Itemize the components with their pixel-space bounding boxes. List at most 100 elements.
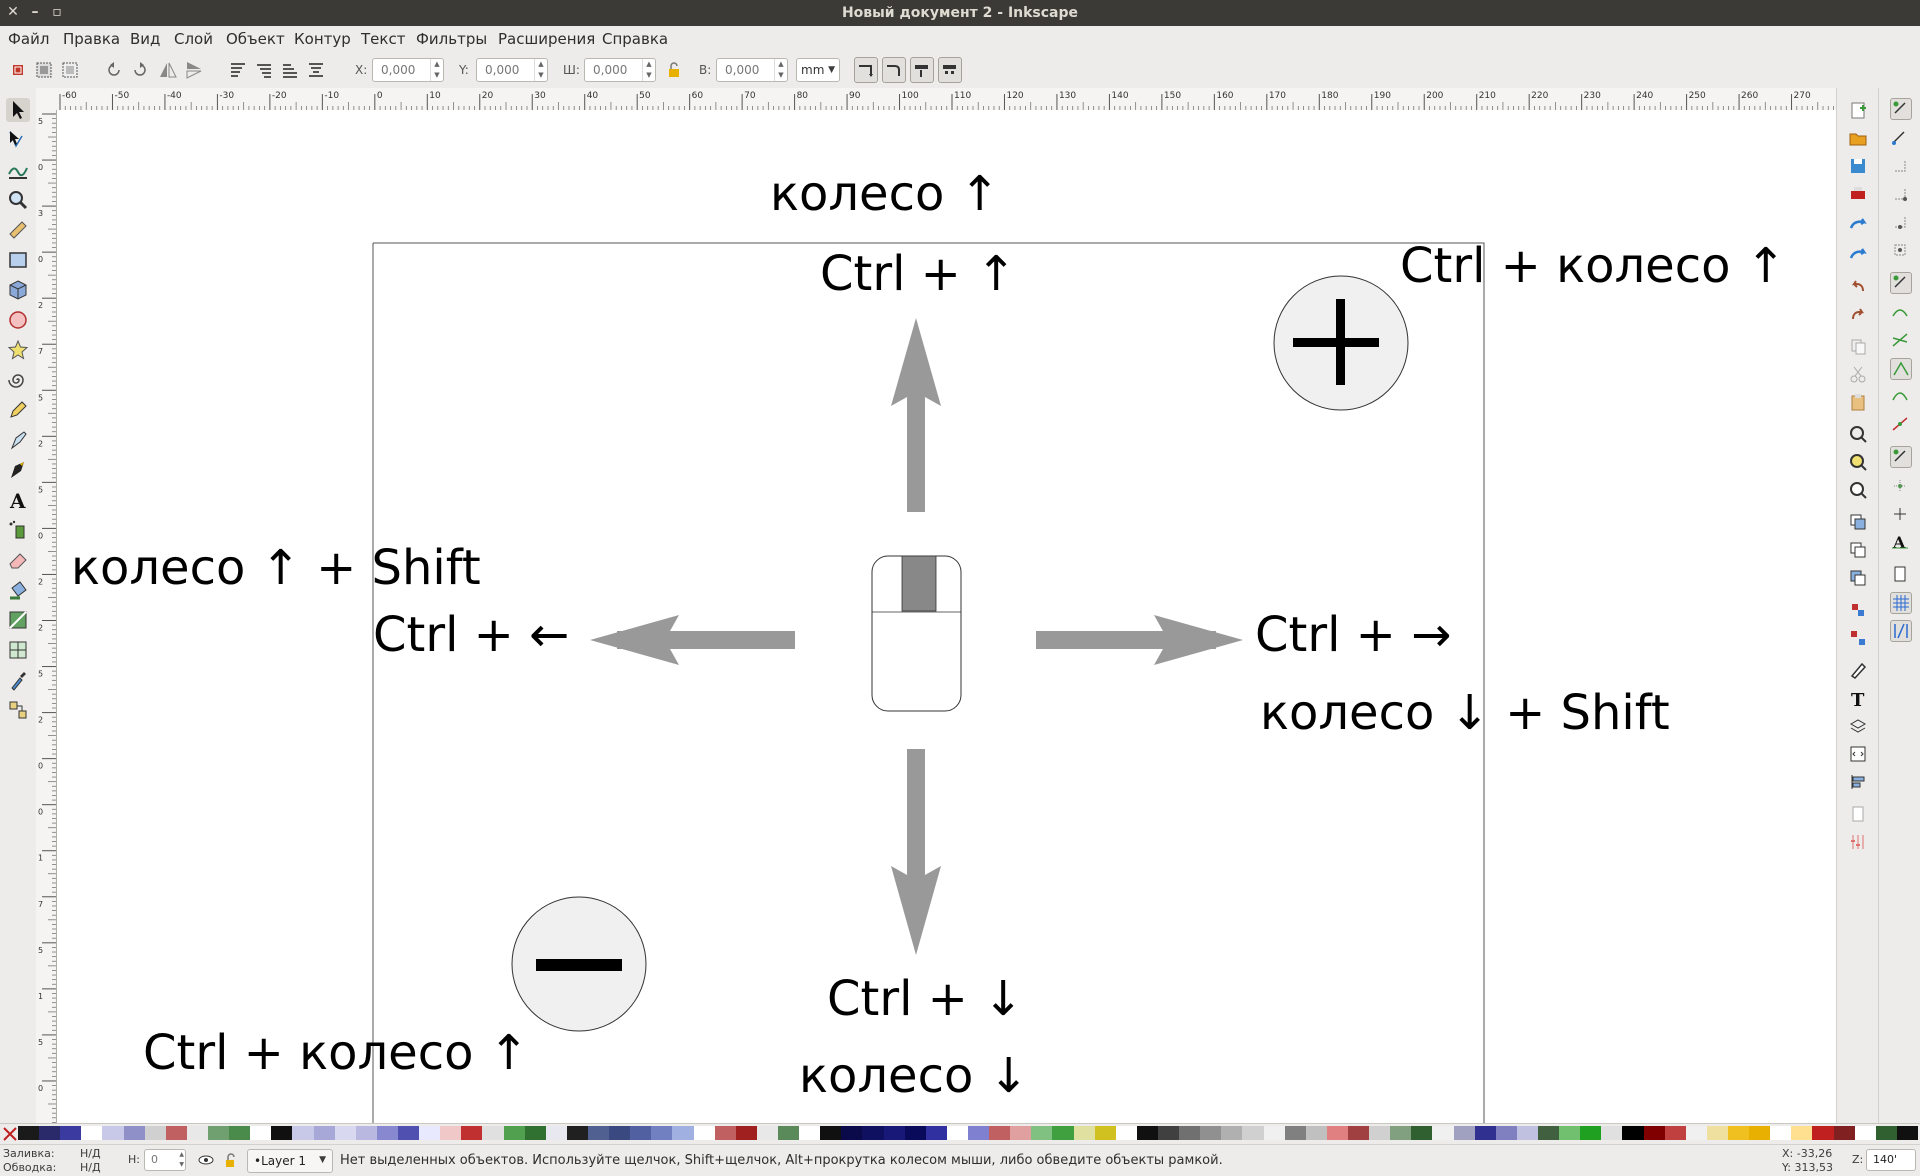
color-swatch[interactable] xyxy=(440,1126,462,1140)
snap-smooth-nodes-icon[interactable] xyxy=(1890,386,1910,406)
color-swatch[interactable] xyxy=(292,1126,315,1140)
redo-icon[interactable] xyxy=(1848,304,1868,324)
export-icon[interactable] xyxy=(1848,244,1868,264)
layers-icon[interactable] xyxy=(1848,716,1868,736)
color-swatch[interactable] xyxy=(1812,1126,1835,1140)
color-swatch[interactable] xyxy=(1158,1126,1180,1140)
color-swatch[interactable] xyxy=(841,1126,863,1140)
undo-icon[interactable] xyxy=(1848,276,1868,296)
color-swatch[interactable] xyxy=(862,1126,885,1140)
color-swatch[interactable] xyxy=(1685,1126,1708,1140)
mesh-tool[interactable] xyxy=(6,638,30,662)
color-swatch[interactable] xyxy=(1242,1126,1265,1140)
opacity-input[interactable]: 0 ▲ ▼ xyxy=(144,1149,186,1171)
color-swatch[interactable] xyxy=(1411,1126,1433,1140)
pen-tool[interactable] xyxy=(6,428,30,452)
menu-view[interactable]: Вид xyxy=(130,30,161,48)
color-swatch[interactable] xyxy=(1643,1126,1666,1140)
color-swatch[interactable] xyxy=(1010,1126,1032,1140)
import-icon[interactable] xyxy=(1848,216,1868,236)
label-ctrl-wheel-up-bottom[interactable]: Ctrl + колесо ↑ xyxy=(143,1025,529,1081)
color-swatch[interactable] xyxy=(1221,1126,1243,1140)
unlock-icon[interactable] xyxy=(222,1152,238,1168)
color-swatch[interactable] xyxy=(482,1126,505,1140)
measure-tool[interactable] xyxy=(6,218,30,242)
connector-tool[interactable] xyxy=(6,698,30,722)
label-ctrl-wheel-up-right[interactable]: Ctrl + колесо ↑ xyxy=(1400,238,1786,294)
color-swatch[interactable] xyxy=(524,1126,547,1140)
menu-layer[interactable]: Слой xyxy=(174,30,213,48)
color-swatch[interactable] xyxy=(1875,1126,1898,1140)
color-swatch[interactable] xyxy=(1263,1126,1286,1140)
color-swatch[interactable] xyxy=(1453,1126,1476,1140)
color-swatch[interactable] xyxy=(503,1126,526,1140)
label-ctrl-down[interactable]: Ctrl + ↓ xyxy=(827,971,1024,1027)
color-swatch[interactable] xyxy=(81,1126,103,1140)
color-swatch[interactable] xyxy=(883,1126,906,1140)
color-swatch[interactable] xyxy=(1200,1126,1222,1140)
x-input[interactable]: 0,000 ▲ ▼ xyxy=(372,58,444,82)
menu-help[interactable]: Справка xyxy=(602,30,669,48)
color-swatch[interactable] xyxy=(609,1126,631,1140)
selector-tool[interactable] xyxy=(6,98,30,122)
deselect-icon[interactable] xyxy=(60,60,80,80)
opacity-stepper[interactable]: ▲ ▼ xyxy=(179,1151,184,1168)
snap-object-center-icon[interactable] xyxy=(1890,476,1910,496)
color-swatch[interactable] xyxy=(419,1126,441,1140)
color-swatch[interactable] xyxy=(588,1126,610,1140)
tweak-tool[interactable] xyxy=(6,158,30,182)
color-swatch[interactable] xyxy=(1559,1126,1581,1140)
color-swatch[interactable] xyxy=(651,1126,673,1140)
spiral-tool[interactable] xyxy=(6,368,30,392)
align-distribute-icon[interactable] xyxy=(1848,772,1868,792)
zoom-out-circle[interactable] xyxy=(511,896,647,1032)
color-swatch[interactable] xyxy=(1664,1126,1687,1140)
color-swatch[interactable] xyxy=(820,1126,842,1140)
fill-stroke-icon[interactable] xyxy=(1848,660,1868,680)
stroke-value[interactable]: Н/Д xyxy=(80,1161,101,1174)
pencil-tool[interactable] xyxy=(6,398,30,422)
node-tool[interactable] xyxy=(6,128,30,152)
close-window-button[interactable]: ✕ xyxy=(7,4,19,20)
unlink-clone-icon[interactable] xyxy=(1848,568,1868,588)
lower-to-bottom-icon[interactable] xyxy=(306,60,326,80)
snap-paths-icon[interactable] xyxy=(1890,302,1910,322)
snap-page-border-icon[interactable] xyxy=(1890,564,1910,584)
snap-grid-icon[interactable] xyxy=(1890,592,1912,614)
lock-icon[interactable] xyxy=(664,60,684,80)
color-swatch[interactable] xyxy=(1601,1126,1623,1140)
select-all-layers-icon[interactable] xyxy=(34,60,54,80)
color-swatch[interactable] xyxy=(1432,1126,1455,1140)
snap-line-midpoints-icon[interactable] xyxy=(1890,414,1910,434)
raise-to-top-icon[interactable] xyxy=(228,60,248,80)
color-swatch[interactable] xyxy=(925,1126,948,1140)
color-swatch[interactable] xyxy=(1474,1126,1497,1140)
color-swatch[interactable] xyxy=(208,1126,230,1140)
ungroup-icon[interactable] xyxy=(1848,628,1868,648)
color-swatch[interactable] xyxy=(672,1126,695,1140)
zoom-page-icon[interactable] xyxy=(1848,480,1868,500)
rectangle-tool[interactable] xyxy=(6,248,30,272)
y-stepper[interactable]: ▲ ▼ xyxy=(534,59,547,81)
snap-toggle-icon[interactable] xyxy=(1890,98,1912,120)
color-swatch[interactable] xyxy=(461,1126,483,1140)
color-swatch[interactable] xyxy=(1516,1126,1539,1140)
color-swatch[interactable] xyxy=(1580,1126,1602,1140)
fill-value[interactable]: Н/Д xyxy=(80,1147,101,1160)
color-swatch[interactable] xyxy=(1031,1126,1053,1140)
snap-bbox-icon[interactable] xyxy=(1890,128,1910,148)
color-swatch[interactable] xyxy=(1179,1126,1201,1140)
gradient-tool[interactable] xyxy=(6,608,30,632)
color-swatch[interactable] xyxy=(989,1126,1011,1140)
color-swatch[interactable] xyxy=(1369,1126,1391,1140)
group-icon[interactable] xyxy=(1848,600,1868,620)
color-swatch[interactable] xyxy=(1791,1126,1813,1140)
color-swatch[interactable] xyxy=(1896,1126,1919,1140)
new-document-icon[interactable] xyxy=(1848,100,1868,120)
select-all-icon[interactable] xyxy=(8,60,28,80)
cut-icon[interactable] xyxy=(1848,364,1868,384)
color-swatch[interactable] xyxy=(735,1126,758,1140)
color-swatch[interactable] xyxy=(376,1126,399,1140)
color-swatch[interactable] xyxy=(165,1126,188,1140)
zoom-input[interactable]: 140' xyxy=(1866,1149,1916,1171)
